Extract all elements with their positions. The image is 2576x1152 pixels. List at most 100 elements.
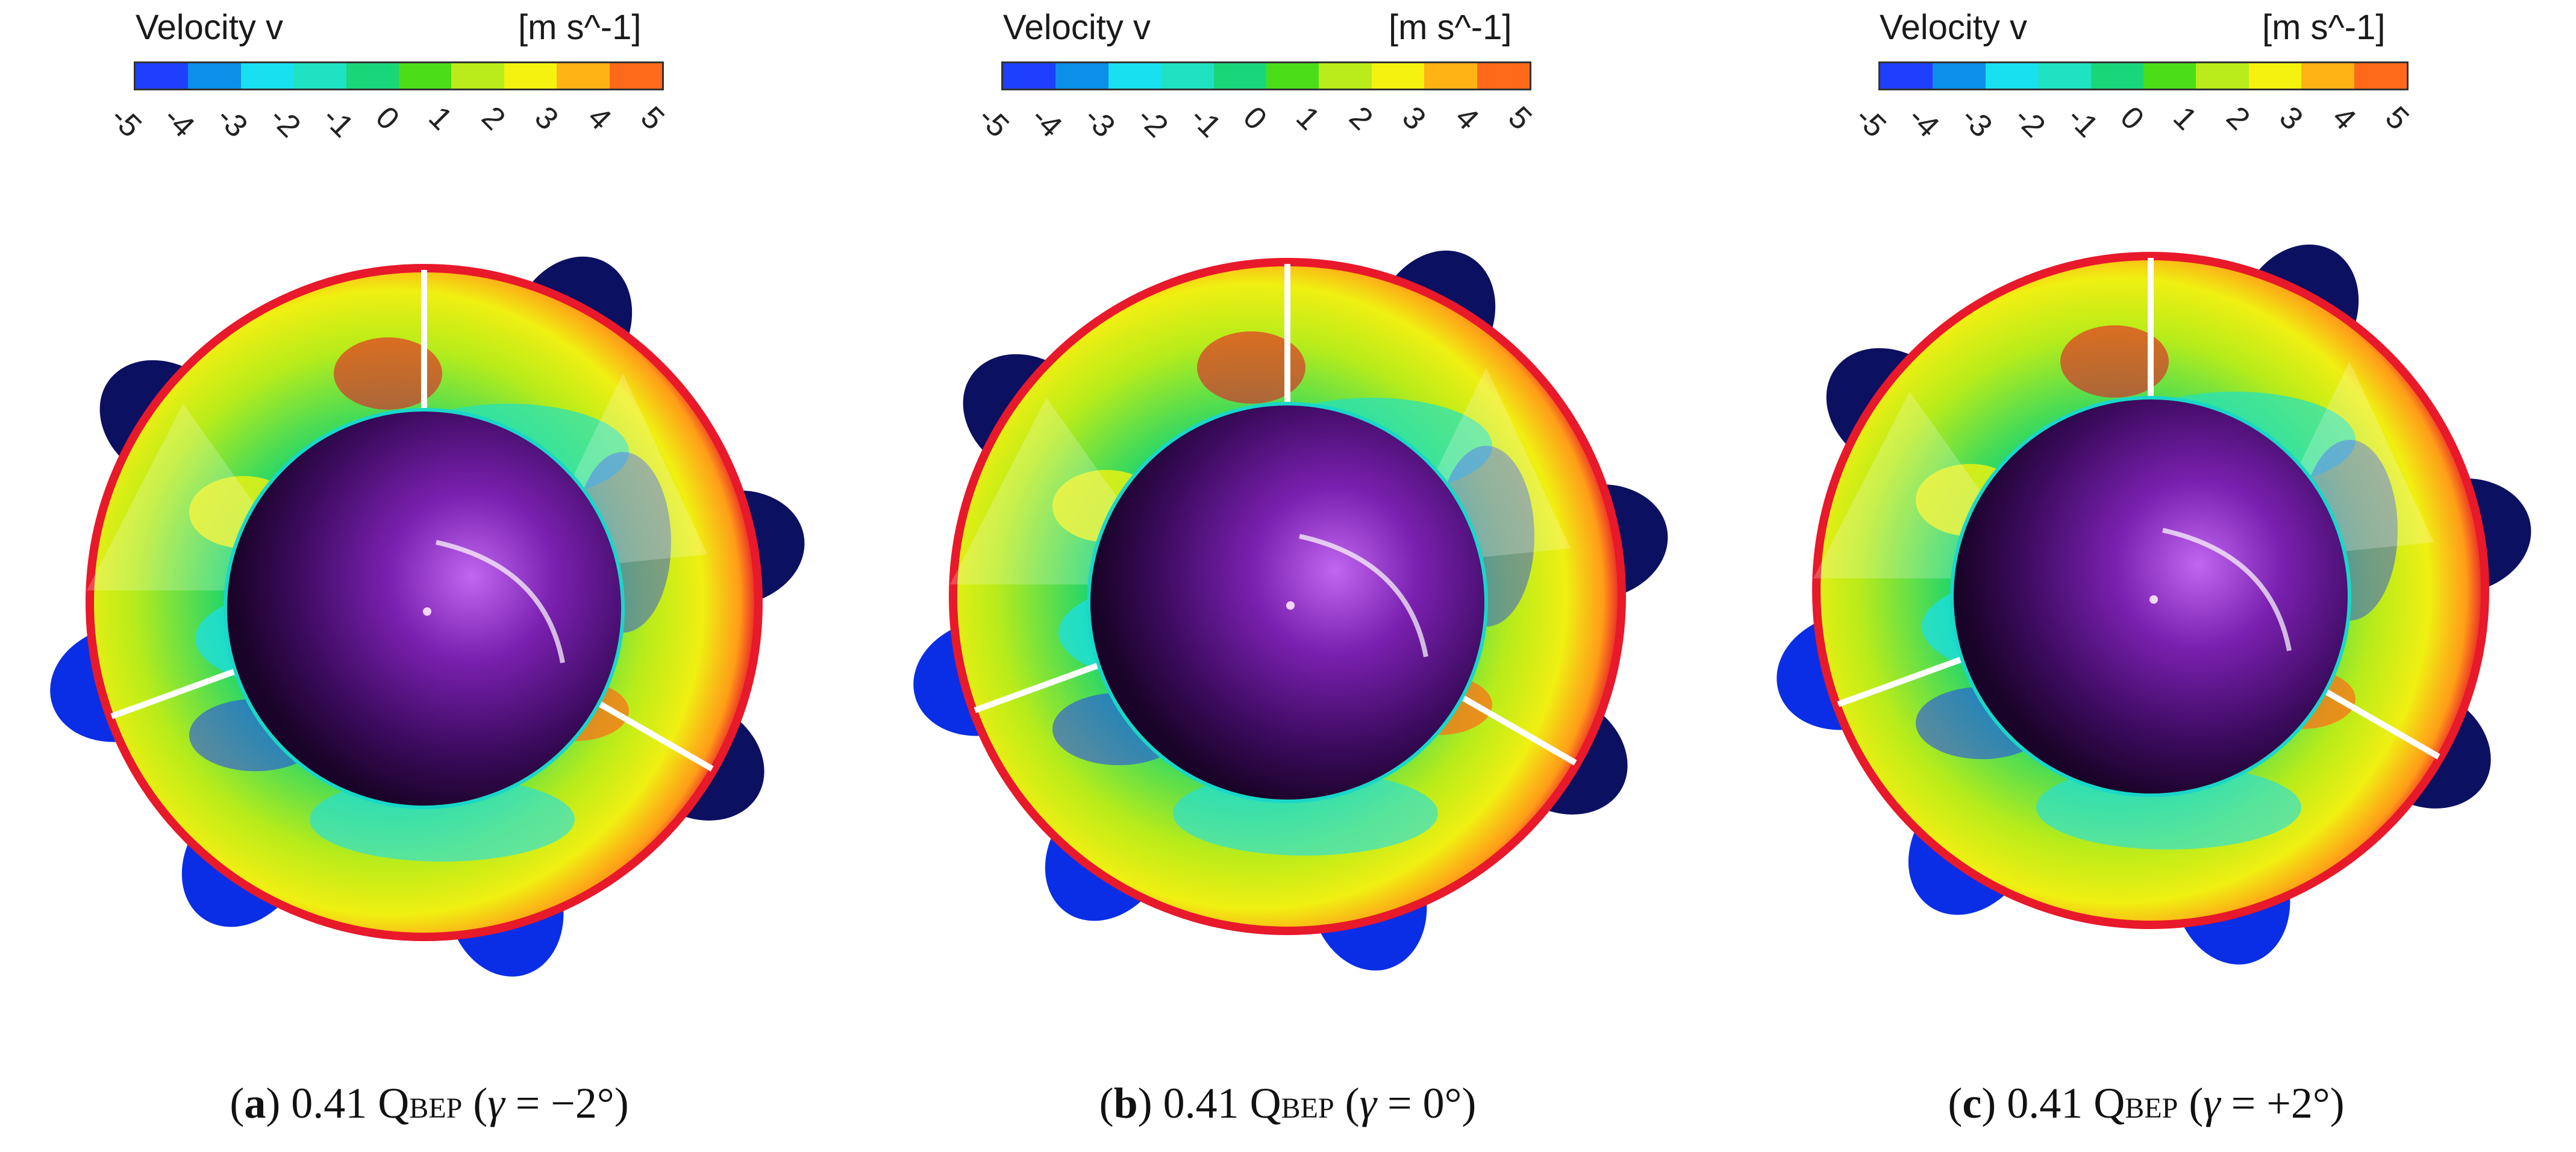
caption-flow: ) 0.41 Q: [266, 1079, 410, 1127]
caption-letter: b: [1113, 1079, 1138, 1127]
velocity-colorbar: [1001, 61, 1531, 90]
caption-open: (: [230, 1079, 245, 1127]
caption-open: (: [1948, 1079, 1963, 1127]
colorbar-tick-label: -2: [2007, 99, 2052, 145]
legend-units: [m s^-1]: [518, 8, 642, 47]
colorbar-tick-label: -4: [157, 99, 201, 145]
colorbar-tick-label: -1: [2060, 99, 2105, 145]
colorbar-segment: [2143, 63, 2196, 89]
colorbar-segment: [1477, 63, 1530, 89]
caption-flow: ) 0.41 Q: [1137, 1079, 1281, 1127]
colorbar-tick-label: 0: [1236, 99, 1274, 137]
colorbar-segment: [1213, 63, 1267, 89]
colorbar-tick-label: 1: [422, 99, 459, 137]
colorbar-tick-label: 0: [2113, 99, 2151, 137]
colorbar-ticks: -5 -4 -3 -2 -1 0 1 2 3 4 5: [1848, 99, 2415, 154]
panel-a: Velocity v [m s^-1] -5 -4 -3 -2 -1 0 1 2 3 4 5 (a)…: [0, 0, 858, 1152]
colorbar-segment: [399, 63, 452, 89]
legend-units: [m s^-1]: [1389, 8, 1512, 47]
velocity-contour-runner-b: [913, 250, 1668, 971]
runner-hub: [1950, 396, 2351, 797]
colorbar-tick-label: 3: [528, 99, 565, 137]
colorbar-tick-label: 5: [634, 99, 671, 137]
caption-flow: ) 0.41 Q: [1981, 1079, 2125, 1127]
colorbar-tick-label: 2: [2219, 99, 2257, 137]
caption-gamma: γ: [1359, 1079, 1377, 1127]
colorbar-segment: [451, 63, 504, 89]
colorbar-segment: [2090, 63, 2144, 89]
velocity-colorbar: [134, 61, 664, 90]
caption-paren: (: [462, 1079, 488, 1127]
contour-region: [2060, 325, 2169, 398]
panel-c: Velocity v [m s^-1] -5 -4 -3 -2 -1 0 1 2 3 4 5 (c)…: [1717, 0, 2575, 1152]
colorbar-tick-label: -3: [210, 99, 254, 145]
colorbar-segment: [346, 63, 399, 89]
colorbar-tick-label: -1: [316, 99, 360, 145]
colorbar-tick-label: -5: [971, 99, 1016, 145]
colorbar-tick-label: 5: [1501, 99, 1539, 137]
caption-gamma: γ: [2203, 1079, 2221, 1127]
colorbar-segment: [1055, 63, 1108, 89]
velocity-colorbar: [1878, 61, 2409, 90]
caption-paren: (: [2178, 1079, 2204, 1127]
colorbar-segment: [1319, 63, 1372, 89]
hub-blade-edge: [1299, 534, 1428, 657]
colorbar-segment: [2038, 63, 2091, 89]
colorbar-tick-label: 2: [1342, 99, 1380, 137]
panel-caption-c: (c) 0.41 QBEP (γ = +2°): [1717, 1078, 2575, 1129]
colorbar-segment: [2196, 63, 2249, 89]
colorbar-segment: [609, 63, 663, 89]
colorbar-tick-label: -3: [1077, 99, 1122, 145]
colorbar-segment: [1266, 63, 1319, 89]
caption-angle: = −2°): [504, 1079, 629, 1127]
colorbar-segment: [188, 63, 241, 89]
colorbar-tick-label: 1: [2166, 99, 2204, 137]
colorbar-tick-label: -3: [1954, 99, 1999, 145]
colorbar-ticks: -5 -4 -3 -2 -1 0 1 2 3 4 5: [971, 99, 1538, 154]
colorbar-segment: [1933, 63, 1986, 89]
runner-hub: [224, 408, 625, 809]
panel-caption-a: (a) 0.41 QBEP (γ = −2°): [0, 1078, 858, 1129]
velocity-contour-runner-c: [1777, 244, 2531, 965]
colorbar-segment: [2248, 63, 2302, 89]
colorbar-tick-label: 3: [1395, 99, 1433, 137]
colorbar-tick-label: -5: [1848, 99, 1893, 145]
contour-region: [1197, 331, 1305, 404]
caption-subscript: BEP: [1281, 1092, 1334, 1124]
hub-center-dot: [423, 607, 431, 616]
colorbar-ticks: -5 -4 -3 -2 -1 0 1 2 3 4 5: [104, 99, 671, 154]
colorbar-segment: [1985, 63, 2039, 89]
colorbar-tick-label: -5: [104, 99, 148, 145]
hub-blade-edge: [2162, 528, 2292, 651]
colorbar-tick-label: -4: [1901, 99, 1946, 145]
panel-b: Velocity v [m s^-1] -5 -4 -3 -2 -1 0 1 2 3 4 5 (b)…: [858, 0, 1717, 1152]
legend-title: Velocity v: [1003, 8, 1151, 47]
colorbar-segment: [1371, 63, 1425, 89]
runner-hub: [1087, 402, 1488, 803]
colorbar-segment: [1880, 63, 1933, 89]
caption-subscript: BEP: [409, 1092, 463, 1124]
hub-blade-edge: [436, 540, 565, 663]
colorbar-segment: [2354, 63, 2407, 89]
colorbar-tick-label: 4: [2325, 99, 2363, 137]
legend-title: Velocity v: [136, 8, 283, 47]
colorbar-tick-label: -2: [1130, 99, 1175, 145]
caption-open: (: [1099, 1079, 1114, 1127]
velocity-contour-runner-a: [50, 256, 805, 977]
colorbar-tick-label: -2: [263, 99, 307, 145]
colorbar-segment: [1003, 63, 1056, 89]
caption-gamma: γ: [487, 1079, 505, 1127]
colorbar-tick-label: 2: [475, 99, 512, 137]
colorbar-segment: [1108, 63, 1161, 89]
caption-subscript: BEP: [2125, 1092, 2178, 1124]
legend-units: [m s^-1]: [2262, 8, 2386, 47]
caption-letter: c: [1962, 1079, 1982, 1127]
colorbar-segment: [136, 63, 189, 89]
colorbar-tick-label: 1: [1289, 99, 1327, 137]
colorbar-tick-label: -4: [1024, 99, 1069, 145]
colorbar-tick-label: 0: [369, 99, 406, 137]
colorbar-segment: [557, 63, 610, 89]
colorbar-segment: [2301, 63, 2354, 89]
caption-angle: = 0°): [1377, 1079, 1477, 1127]
caption-angle: = +2°): [2220, 1079, 2345, 1127]
